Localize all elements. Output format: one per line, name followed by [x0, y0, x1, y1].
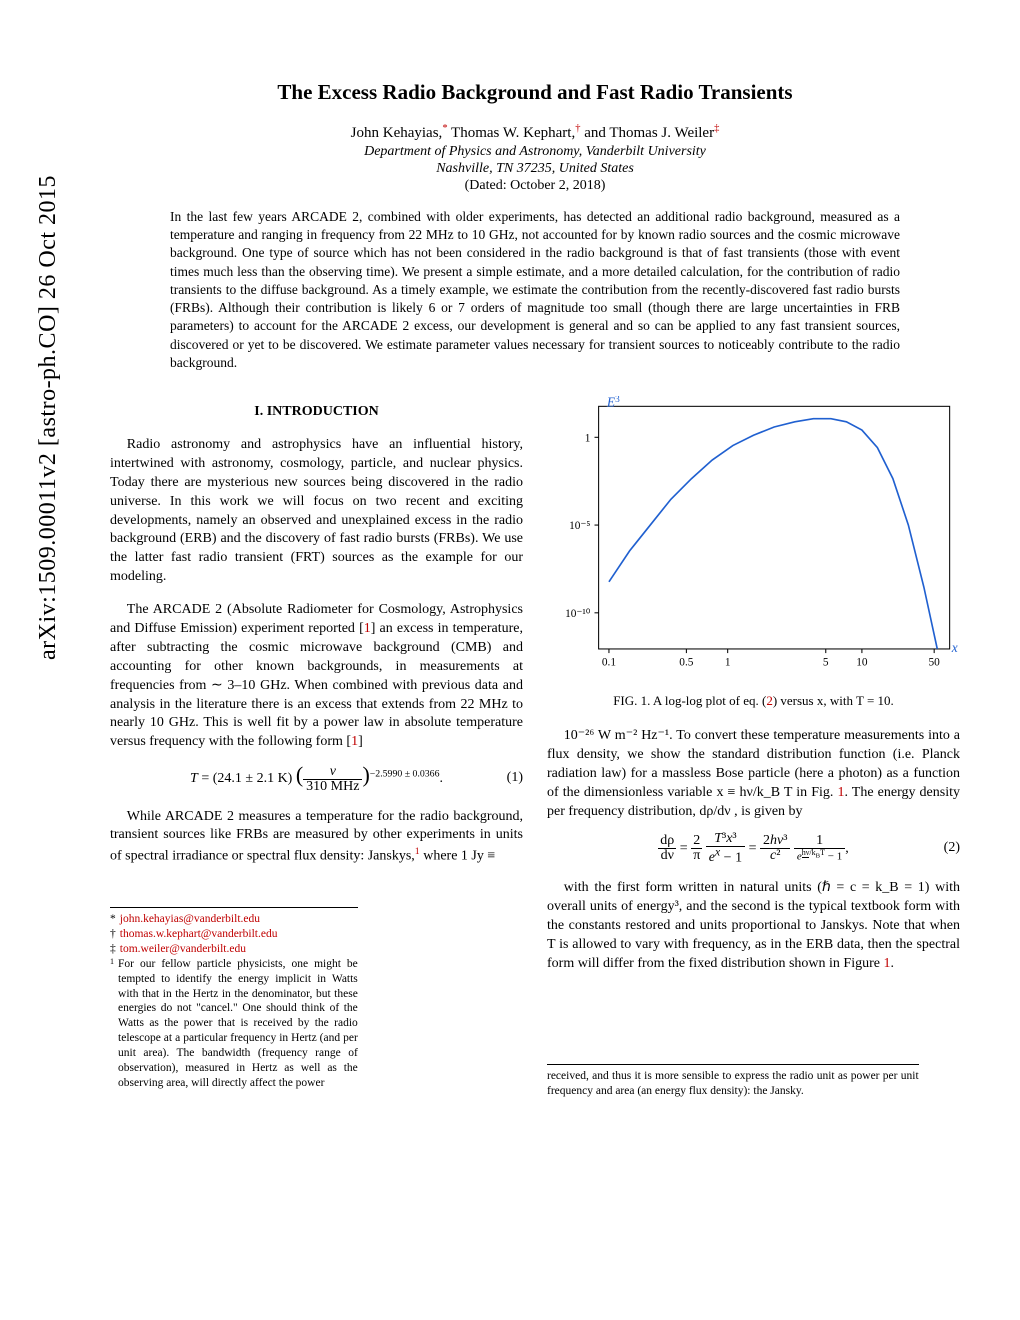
- author-1: John Kehayias,: [351, 125, 443, 141]
- author-3: and Thomas J. Weiler: [584, 125, 714, 141]
- email-2[interactable]: thomas.w.kephart@vanderbilt.edu: [120, 927, 278, 942]
- right-para-2: with the first form written in natural u…: [547, 879, 960, 973]
- left-para-3: While ARCADE 2 measures a temperature fo…: [110, 808, 523, 867]
- fn-email-3: ‡ tom.weiler@vanderbilt.edu: [110, 942, 358, 957]
- left-para-1: Radio astronomy and astrophysics have an…: [110, 436, 523, 587]
- fn-star-marker: *: [110, 912, 116, 927]
- svg-text:1: 1: [585, 432, 591, 444]
- svg-text:0.5: 0.5: [679, 656, 694, 668]
- eq2-number: (2): [944, 840, 960, 856]
- fig1-cap-a: FIG. 1. A log-log plot of eq. (: [613, 693, 766, 708]
- fn-dag-marker: †: [110, 927, 116, 942]
- arxiv-stamp: arXiv:1509.00011v2 [astro-ph.CO] 26 Oct …: [35, 175, 62, 660]
- fn-ddag-marker: ‡: [110, 942, 116, 957]
- svg-text:50: 50: [929, 656, 941, 668]
- eq1-exponent: −2.5990 ± 0.0366: [370, 769, 440, 780]
- right-para-1: 10⁻²⁶ W m⁻² Hz⁻¹. To convert these tempe…: [547, 727, 960, 821]
- eq1-number: (1): [507, 770, 523, 786]
- left-footnotes: * john.kehayias@vanderbilt.edu † thomas.…: [110, 907, 358, 1091]
- right-footnotes: received, and thus it is more sensible t…: [547, 1064, 919, 1099]
- right-p2-a: with the first form written in natural u…: [547, 880, 960, 971]
- svg-text:5: 5: [823, 656, 829, 668]
- author-3-marker[interactable]: ‡: [714, 123, 719, 134]
- paper-title: The Excess Radio Background and Fast Rad…: [110, 80, 960, 105]
- svg-text:x: x: [951, 640, 958, 655]
- fig1-cap-b: ) versus x, with T = 10.: [773, 693, 894, 708]
- email-1[interactable]: john.kehayias@vanderbilt.edu: [120, 912, 260, 927]
- figure-1: 0.1 0.5 1 5 10 50 1 10⁻⁵ 10⁻¹⁰ E3 x: [547, 396, 960, 685]
- svg-text:1: 1: [725, 656, 731, 668]
- equation-1: T = (24.1 ± 2.1 K) ( ν 310 MHz )−2.5990 …: [110, 762, 523, 793]
- svg-text:10: 10: [856, 656, 868, 668]
- figure-1-caption: FIG. 1. A log-log plot of eq. (2) versus…: [547, 693, 960, 709]
- fn-email-1: * john.kehayias@vanderbilt.edu: [110, 912, 358, 927]
- email-3[interactable]: tom.weiler@vanderbilt.edu: [120, 942, 246, 957]
- dated-line: (Dated: October 2, 2018): [110, 178, 960, 194]
- fn-right-cont: received, and thus it is more sensible t…: [547, 1069, 919, 1099]
- cite-1a[interactable]: 1: [364, 621, 371, 636]
- svg-text:E: E: [606, 396, 615, 409]
- svg-text:0.1: 0.1: [602, 656, 616, 668]
- fn1-text: For our fellow particle physicists, one …: [118, 957, 358, 1091]
- fn-email-2: † thomas.w.kephart@vanderbilt.edu: [110, 927, 358, 942]
- author-1-marker[interactable]: *: [442, 123, 447, 134]
- left-p2-c: ]: [358, 734, 363, 749]
- left-p2-b: ] an excess in temperature, after subtra…: [110, 621, 523, 749]
- right-p2-b: .: [890, 956, 894, 971]
- eq1-end: .: [439, 771, 443, 786]
- right-column: 0.1 0.5 1 5 10 50 1 10⁻⁵ 10⁻¹⁰ E3 x FIG. 1. A log-…: [547, 396, 960, 1099]
- section-1-heading: I. INTRODUCTION: [110, 404, 523, 420]
- svg-text:10⁻¹⁰: 10⁻¹⁰: [565, 608, 591, 620]
- left-column: I. INTRODUCTION Radio astronomy and astr…: [110, 396, 523, 1099]
- cite-1b[interactable]: 1: [351, 734, 358, 749]
- equation-2: dρ dν = 2 π T³x³ ex − 1 = 2hν³ c²: [547, 832, 960, 866]
- left-p3-b: where 1 Jy ≡: [420, 849, 496, 864]
- svg-text:10⁻⁵: 10⁻⁵: [569, 520, 590, 532]
- author-2-marker[interactable]: †: [575, 123, 580, 134]
- fn-right-text: received, and thus it is more sensible t…: [547, 1069, 919, 1099]
- svg-text:3: 3: [615, 396, 620, 405]
- affiliation-2: Nashville, TN 37235, United States: [110, 161, 960, 177]
- fn1-marker: 1: [110, 957, 114, 1091]
- author-2: Thomas W. Kephart,: [451, 125, 575, 141]
- figure-1-svg: 0.1 0.5 1 5 10 50 1 10⁻⁵ 10⁻¹⁰ E3 x: [547, 396, 960, 685]
- fn-1: 1 For our fellow particle physicists, on…: [110, 957, 358, 1091]
- authors-line: John Kehayias,* Thomas W. Kephart,† and …: [110, 123, 960, 142]
- affiliation-1: Department of Physics and Astronomy, Van…: [110, 144, 960, 160]
- abstract: In the last few years ARCADE 2, combined…: [170, 208, 900, 372]
- left-para-2: The ARCADE 2 (Absolute Radiometer for Co…: [110, 601, 523, 752]
